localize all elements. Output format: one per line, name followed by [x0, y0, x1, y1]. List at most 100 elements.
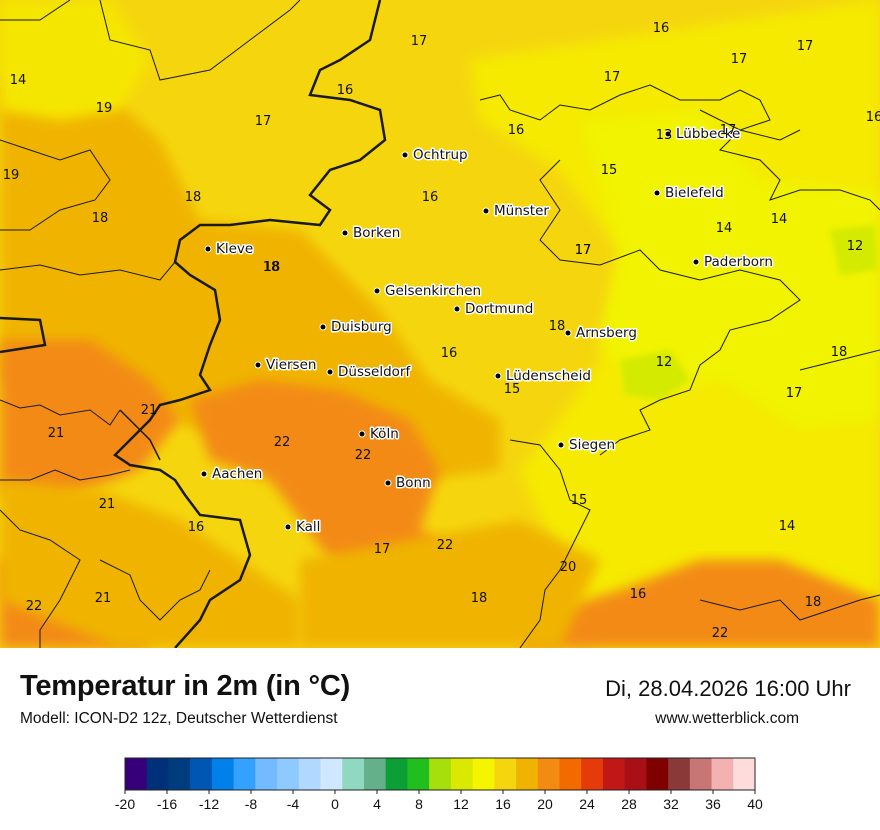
temperature-value: 17	[797, 39, 814, 54]
city-marker	[557, 441, 565, 449]
temperature-value: 16	[866, 110, 880, 125]
city-gelsenkirchen: Gelsenkirchen	[373, 282, 483, 301]
city-label: Dortmund	[465, 301, 533, 317]
legend-swatch	[733, 758, 756, 790]
city-label: Aachen	[212, 466, 262, 482]
temperature-value: 22	[437, 538, 454, 553]
temperature-value: 16	[630, 587, 647, 602]
temperature-value: 17	[575, 243, 592, 258]
temperature-value: 14	[10, 73, 27, 88]
temperature-value: 18	[263, 260, 280, 275]
city-marker	[284, 523, 292, 531]
temperature-value: 22	[712, 626, 729, 641]
temperature-value: 20	[560, 560, 577, 575]
city-label: Lüdenscheid	[506, 368, 591, 384]
legend-tick-label: 4	[373, 796, 381, 812]
legend-tick-label: -16	[157, 796, 177, 812]
legend-swatch	[646, 758, 669, 790]
city-label: Bonn	[396, 475, 431, 491]
legend-swatch	[298, 758, 322, 790]
city-siegen: Siegen	[557, 436, 617, 455]
legend-swatch	[363, 758, 387, 790]
city-aachen: Aachen	[200, 465, 264, 484]
temperature-value: 18	[805, 595, 822, 610]
temperature-value: 17	[255, 114, 272, 129]
city-arnsberg: Arnsberg	[564, 324, 638, 343]
legend-swatch	[407, 758, 430, 790]
legend-swatch	[211, 758, 235, 790]
legend-tick-label: 20	[537, 796, 553, 812]
legend-tick-label: -4	[287, 796, 300, 812]
legend-swatch	[233, 758, 256, 790]
city-marker	[482, 207, 490, 215]
legend-swatch	[668, 758, 691, 790]
legend-swatch	[472, 758, 495, 790]
legend-swatch	[602, 758, 626, 790]
temperature-value: 16	[188, 520, 205, 535]
legend-tick-label: 36	[705, 796, 721, 812]
legend-swatch	[537, 758, 560, 790]
city-marker	[204, 245, 212, 253]
temperature-value: 12	[847, 239, 864, 254]
temperature-value: 17	[604, 70, 621, 85]
legend-tick-label: 40	[747, 796, 763, 812]
temperature-value: 12	[656, 355, 673, 370]
legend-swatch	[581, 758, 604, 790]
city-viersen: Viersen	[254, 356, 318, 375]
temperature-value: 19	[96, 101, 113, 116]
city-label: Bielefeld	[665, 185, 724, 201]
temperature-value: 16	[508, 123, 525, 138]
legend-swatch	[450, 758, 474, 790]
city-marker	[494, 372, 502, 380]
city-label: Lübbecke	[676, 126, 740, 142]
legend-swatch	[385, 758, 408, 790]
legend-swatch	[320, 758, 343, 790]
city-marker	[358, 430, 366, 438]
city-münster: Münster	[482, 202, 551, 221]
temperature-value: 17	[731, 52, 748, 67]
city-marker	[341, 229, 349, 237]
legend-swatch	[429, 758, 452, 790]
temperature-value: 15	[504, 382, 521, 397]
city-label: Viersen	[266, 357, 316, 373]
city-köln: Köln	[358, 425, 400, 444]
temperature-label-layer: 17 16 17 14 17 17 16 19 17 16 16 13 17 19 15 18 18 16 17 14…	[3, 21, 880, 641]
temperature-value: 15	[601, 163, 618, 178]
legend-swatch	[516, 758, 539, 790]
legend-border	[124, 757, 756, 791]
city-label: Paderborn	[704, 254, 773, 270]
legend-tick-label: 24	[579, 796, 595, 812]
legend-tick-label: 28	[621, 796, 637, 812]
temperature-value: 18	[185, 190, 202, 205]
temperature-value: 15	[571, 493, 588, 508]
temperature-value: 21	[48, 426, 65, 441]
temperature-value: 17	[786, 386, 803, 401]
city-marker	[453, 305, 461, 313]
temperature-value: 22	[26, 599, 43, 614]
legend-swatch	[342, 758, 365, 790]
legend-tick-label: 8	[415, 796, 423, 812]
city-marker	[384, 479, 392, 487]
temperature-value: 22	[274, 435, 291, 450]
city-kall: Kall	[284, 518, 322, 537]
temperature-value: 18	[264, 260, 281, 275]
borders	[0, 0, 880, 648]
city-ochtrup: Ochtrup	[401, 146, 469, 165]
temperature-value: 17	[411, 34, 428, 49]
legend-swatch	[168, 758, 191, 790]
map-canvas: Ochtrup Lübbecke Bielefeld Münster Borken Kle…	[0, 0, 880, 648]
city-label: Arnsberg	[576, 325, 637, 341]
legend-tick-label: 12	[453, 796, 469, 812]
temperature-value: 14	[779, 519, 796, 534]
city-marker	[564, 329, 572, 337]
city-label: Siegen	[569, 437, 615, 453]
temperature-value: 18	[471, 591, 488, 606]
temperature-value: 22	[355, 448, 372, 463]
legend-tick-label: 16	[495, 796, 511, 812]
city-label: Ochtrup	[413, 147, 468, 163]
temperature-value: 16	[441, 346, 458, 361]
city-marker	[254, 361, 262, 369]
website-link[interactable]: www.wetterblick.com	[655, 710, 799, 727]
model-source: Modell: ICON-D2 12z, Deutscher Wetterdie…	[20, 710, 338, 727]
legend-tick-label: -8	[245, 796, 258, 812]
